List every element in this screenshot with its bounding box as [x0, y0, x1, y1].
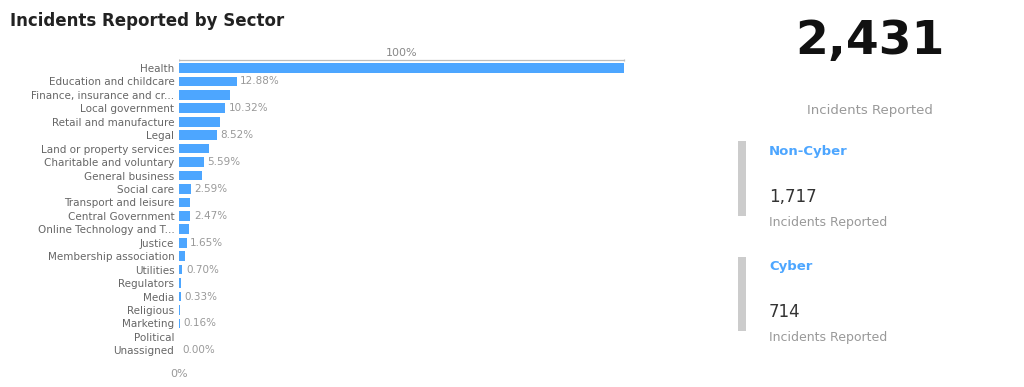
- Text: Incidents Reported: Incidents Reported: [769, 216, 887, 229]
- Bar: [179, 252, 185, 261]
- Text: 5.59%: 5.59%: [208, 157, 241, 167]
- Text: 100%: 100%: [386, 48, 418, 58]
- Text: 8.52%: 8.52%: [221, 130, 254, 140]
- Text: 2.47%: 2.47%: [194, 211, 227, 221]
- Bar: [179, 265, 182, 274]
- Bar: [179, 157, 204, 167]
- Text: 1,717: 1,717: [769, 188, 817, 206]
- Text: Cyber: Cyber: [769, 260, 812, 273]
- Bar: [179, 184, 190, 194]
- Text: Non-Cyber: Non-Cyber: [769, 145, 848, 158]
- Text: 12.88%: 12.88%: [240, 76, 280, 86]
- Bar: [738, 257, 745, 331]
- Bar: [179, 305, 180, 315]
- Text: 0.70%: 0.70%: [186, 265, 219, 275]
- Bar: [179, 77, 237, 86]
- Bar: [179, 103, 225, 113]
- Bar: [179, 224, 188, 234]
- Text: 10.32%: 10.32%: [228, 103, 268, 113]
- Text: 2.59%: 2.59%: [195, 184, 227, 194]
- Text: Incidents Reported: Incidents Reported: [769, 331, 887, 344]
- Text: 0.16%: 0.16%: [183, 319, 216, 329]
- Bar: [179, 292, 180, 301]
- Bar: [179, 278, 181, 288]
- Text: 0.00%: 0.00%: [182, 345, 215, 355]
- Bar: [738, 142, 745, 216]
- Text: Incidents Reported by Sector: Incidents Reported by Sector: [10, 12, 285, 30]
- Bar: [179, 63, 625, 73]
- Bar: [179, 198, 190, 207]
- Text: 714: 714: [769, 303, 801, 321]
- Text: 0.33%: 0.33%: [184, 291, 217, 301]
- Bar: [179, 117, 220, 127]
- Bar: [179, 90, 230, 100]
- Text: Incidents Reported: Incidents Reported: [808, 104, 933, 117]
- Bar: [179, 238, 186, 248]
- Bar: [179, 144, 210, 154]
- Text: 1.65%: 1.65%: [190, 238, 223, 248]
- Bar: [179, 171, 202, 180]
- Bar: [179, 130, 217, 140]
- Text: 2,431: 2,431: [796, 19, 945, 64]
- Bar: [179, 211, 190, 221]
